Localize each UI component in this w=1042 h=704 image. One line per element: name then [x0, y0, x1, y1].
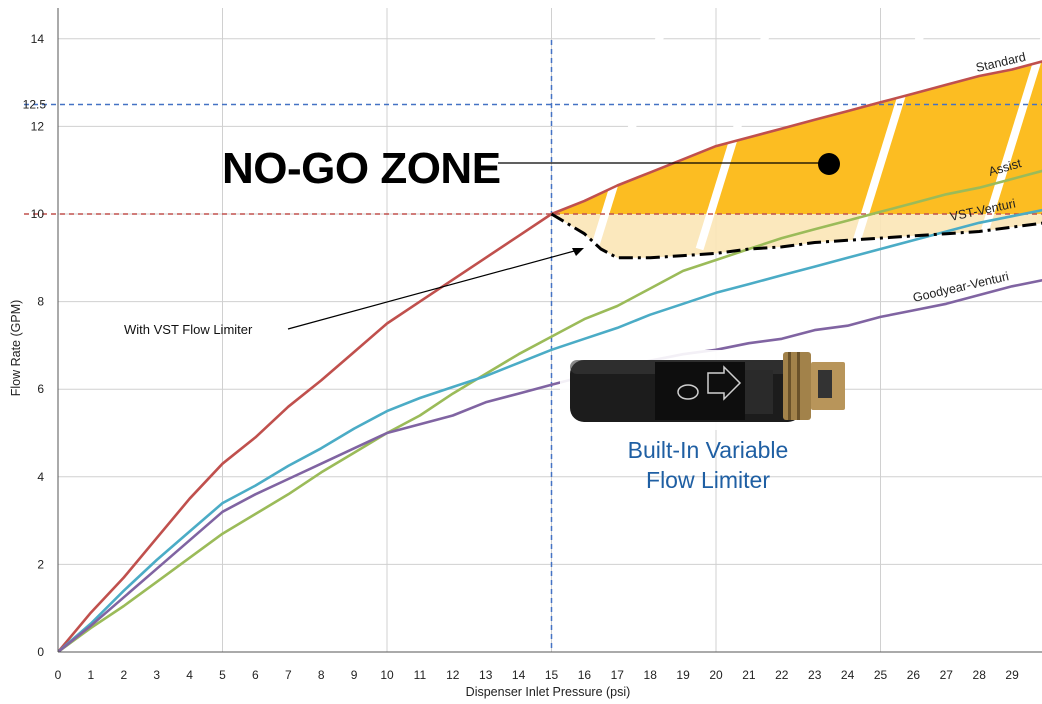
x-tick-label-25: 25 — [874, 668, 888, 682]
x-tick-label-3: 3 — [153, 668, 160, 682]
y-tick-label-8: 8 — [37, 295, 44, 309]
x-tick-label-12: 12 — [446, 668, 460, 682]
y-tick-label-10: 10 — [31, 207, 45, 221]
product-caption-line2: Flow Limiter — [646, 467, 770, 493]
x-tick-label-24: 24 — [841, 668, 855, 682]
limiter-callout-arrowhead — [572, 248, 584, 256]
y-tick-label-4: 4 — [37, 470, 44, 484]
y-tick-label-0: 0 — [37, 645, 44, 659]
x-tick-label-19: 19 — [676, 668, 690, 682]
series-lines — [58, 60, 1042, 652]
y-tick-label-6: 6 — [37, 382, 44, 396]
x-tick-label-18: 18 — [644, 668, 658, 682]
series-line-goodyear-venturi — [58, 278, 1042, 652]
x-tick-label-15: 15 — [545, 668, 559, 682]
x-tick-label-9: 9 — [351, 668, 358, 682]
product-caption-line1: Built-In Variable — [628, 437, 789, 463]
x-tick-label-16: 16 — [578, 668, 592, 682]
y-tick-labels: 0 2 4 6 8 10 12 14 12.5 — [23, 32, 47, 659]
x-tick-label-4: 4 — [186, 668, 193, 682]
series-line-assist — [58, 169, 1042, 652]
no-go-zone-fill — [551, 61, 1042, 214]
x-tick-labels: 0 1 2 3 4 5 6 7 8 9 10 11 12 13 14 15 16 17 18 19 20 21 22 23 24… — [55, 668, 1042, 682]
x-tick-label-11: 11 — [414, 668, 427, 682]
limited-zone-fill — [551, 214, 1042, 258]
no-go-zone — [551, 24, 1042, 258]
x-tick-label-28: 28 — [973, 668, 987, 682]
zone-stripe-2 — [850, 24, 928, 251]
limiter-callout-arrow-line — [287, 249, 579, 330]
x-tick-label-14: 14 — [512, 668, 526, 682]
x-tick-label-26: 26 — [907, 668, 921, 682]
x-tick-label-0: 0 — [55, 668, 62, 682]
x-tick-label-23: 23 — [808, 668, 822, 682]
x-tick-label-5: 5 — [219, 668, 226, 682]
y-tick-label-12-5: 12.5 — [23, 98, 47, 112]
no-go-zone-label: NO-GO ZONE — [222, 144, 501, 193]
zone-stripe-0 — [590, 24, 668, 251]
x-axis-title: Dispenser Inlet Pressure (psi) — [466, 685, 631, 699]
y-tick-label-12: 12 — [31, 119, 45, 133]
x-tick-label-29: 29 — [1005, 668, 1019, 682]
x-tick-label-20: 20 — [709, 668, 723, 682]
series-line-with-vst-flow-limiter — [550, 212, 1042, 260]
x-tick-label-7: 7 — [285, 668, 292, 682]
axes — [57, 8, 1042, 653]
x-tick-label-22: 22 — [775, 668, 789, 682]
series-line-vst-venturi — [58, 208, 1042, 652]
x-tick-label-13: 13 — [479, 668, 493, 682]
y-tick-label-14: 14 — [31, 32, 45, 46]
limiter-callout-label: With VST Flow Limiter — [124, 322, 253, 337]
x-tick-label-17: 17 — [611, 668, 625, 682]
y-tick-label-2: 2 — [37, 557, 44, 571]
x-tick-label-10: 10 — [380, 668, 394, 682]
x-tick-label-8: 8 — [318, 668, 325, 682]
x-tick-label-27: 27 — [940, 668, 954, 682]
y-axis-title: Flow Rate (GPM) — [9, 300, 23, 397]
flow-limiter-image — [560, 350, 845, 430]
x-tick-label-6: 6 — [252, 668, 259, 682]
zone-stripe-1 — [695, 24, 773, 251]
x-tick-label-21: 21 — [742, 668, 756, 682]
x-tick-label-1: 1 — [88, 668, 95, 682]
x-tick-label-2: 2 — [120, 668, 127, 682]
no-go-marker — [818, 153, 840, 175]
